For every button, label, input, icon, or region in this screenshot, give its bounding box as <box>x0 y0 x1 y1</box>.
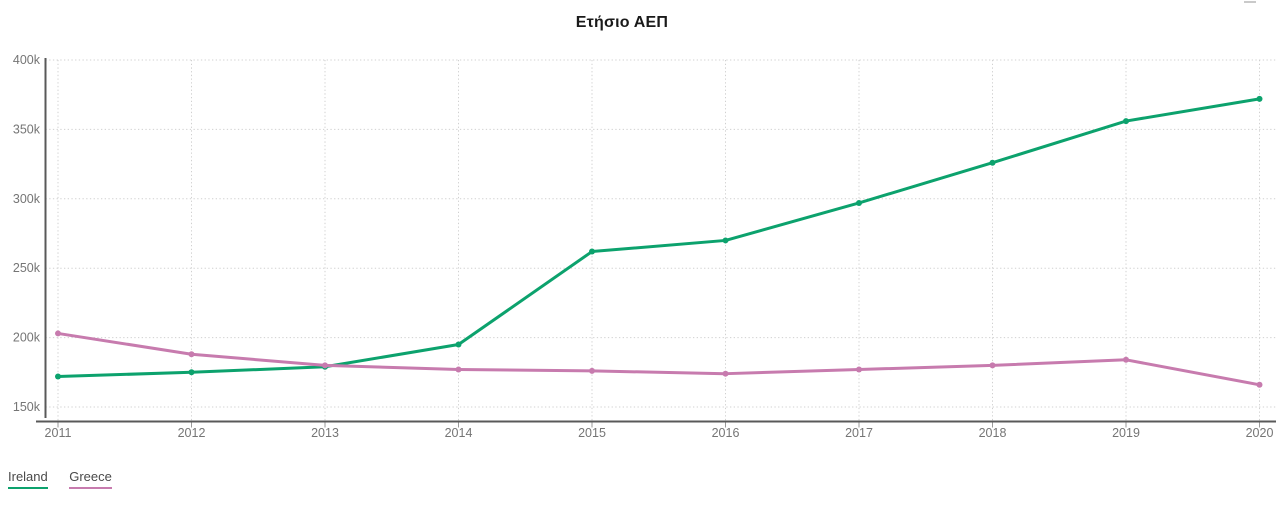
series-point-ireland <box>455 341 462 348</box>
y-tick-label: 150k <box>13 400 41 414</box>
series-point-ireland <box>589 248 595 255</box>
series-point-greece <box>1123 356 1129 363</box>
context-menu-icon[interactable] <box>1244 0 1256 4</box>
series-point-ireland <box>55 373 61 380</box>
y-tick-label: 300k <box>13 192 41 206</box>
series-point-greece <box>589 367 595 374</box>
series-point-ireland <box>188 369 195 376</box>
series-point-greece <box>722 370 729 377</box>
legend-item-greece[interactable]: Greece <box>69 469 112 489</box>
x-tick-label: 2019 <box>1112 426 1140 440</box>
menu-bar <box>1244 1 1256 3</box>
x-tick-label: 2016 <box>712 426 740 440</box>
y-tick-label: 350k <box>13 122 41 136</box>
x-tick-label: 2020 <box>1246 426 1274 440</box>
series-point-ireland <box>856 199 862 206</box>
x-tick-label: 2017 <box>845 426 873 440</box>
chart-title: Ετήσιο ΑΕΠ <box>575 14 669 31</box>
series-point-greece <box>1256 381 1263 388</box>
series-point-greece <box>55 330 61 337</box>
series-point-greece <box>856 366 862 373</box>
x-tick-label: 2014 <box>445 426 473 440</box>
series-line-ireland <box>56 97 1261 378</box>
series-point-greece <box>188 351 195 358</box>
x-tick-label: 2012 <box>178 426 206 440</box>
series-point-greece <box>455 366 462 373</box>
x-tick-label: 2018 <box>979 426 1007 440</box>
series-point-greece <box>989 362 996 369</box>
x-tick-label: 2011 <box>45 426 72 440</box>
y-tick-label: 250k <box>13 261 41 275</box>
x-tick-label: 2015 <box>578 426 606 440</box>
y-tick-label: 400k <box>13 53 41 67</box>
y-tick-label: 200k <box>13 331 41 345</box>
legend-item-ireland[interactable]: Ireland <box>8 469 48 489</box>
x-tick-label: 2013 <box>311 426 339 440</box>
series-point-ireland <box>1256 95 1263 102</box>
series-point-ireland <box>722 237 729 244</box>
series-line-greece <box>56 331 1261 387</box>
series-point-greece <box>322 362 328 369</box>
series-point-ireland <box>1123 118 1129 125</box>
legend: Ireland Greece <box>8 468 129 489</box>
series-point-ireland <box>989 159 996 166</box>
